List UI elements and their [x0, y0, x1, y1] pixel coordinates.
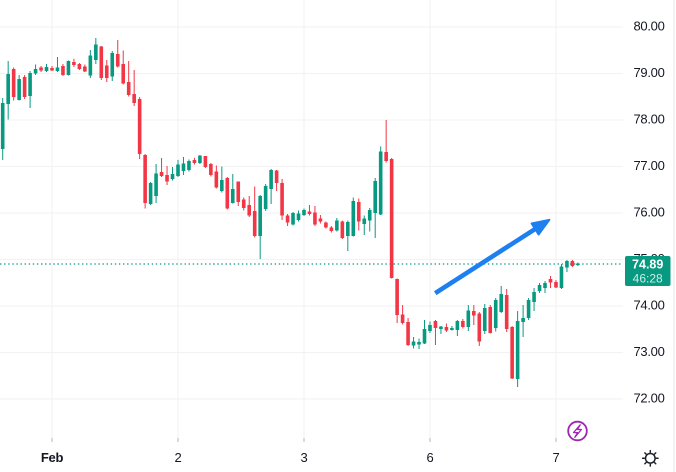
svg-text:77.00: 77.00 [633, 158, 664, 173]
svg-text:74.89: 74.89 [632, 258, 663, 272]
svg-text:78.00: 78.00 [633, 112, 664, 127]
svg-text:Feb: Feb [41, 450, 64, 465]
svg-text:2: 2 [175, 450, 182, 465]
svg-text:73.00: 73.00 [633, 344, 664, 359]
svg-text:72.00: 72.00 [633, 391, 664, 406]
svg-text:3: 3 [301, 450, 308, 465]
svg-text:6: 6 [427, 450, 434, 465]
svg-text:79.00: 79.00 [633, 65, 664, 80]
svg-text:7: 7 [553, 450, 560, 465]
svg-text:76.00: 76.00 [633, 205, 664, 220]
svg-text:80.00: 80.00 [633, 19, 664, 34]
svg-text:46:28: 46:28 [633, 272, 663, 286]
svg-text:74.00: 74.00 [633, 298, 664, 313]
